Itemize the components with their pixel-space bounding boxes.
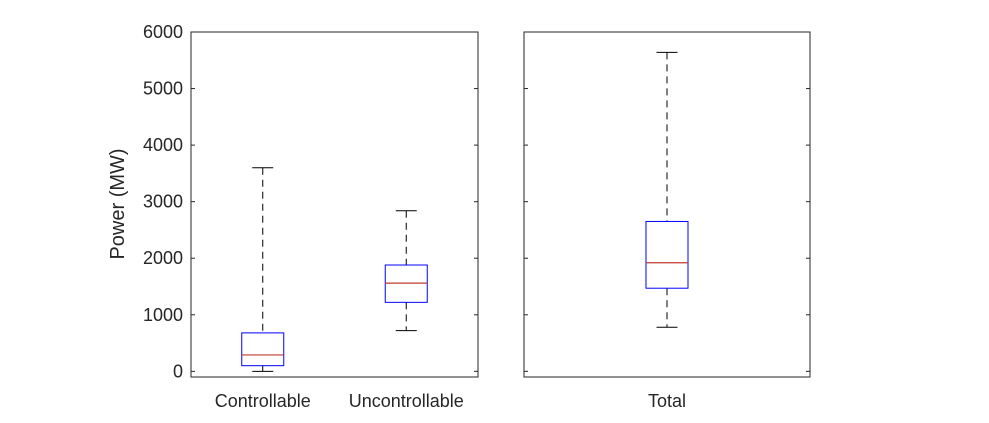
iqr-box	[645, 220, 689, 289]
iqr-box	[241, 332, 285, 367]
category-label: Total	[648, 391, 686, 411]
y-tick-label: 5000	[143, 79, 183, 99]
box-uncontrollable	[384, 210, 428, 332]
right-category-labels: Total	[648, 391, 686, 411]
left-panel: 0 1000 2000 3000 4000 5000 6000 Controllable Un…	[107, 22, 479, 411]
box-controllable	[241, 167, 285, 372]
y-tick-label: 2000	[143, 248, 183, 268]
category-label: Uncontrollable	[349, 391, 464, 411]
y-tick-label: 6000	[143, 22, 183, 42]
left-plot-frame	[190, 31, 479, 378]
y-tick-label: 1000	[143, 305, 183, 325]
left-boxes	[241, 167, 428, 372]
y-tick-label: 3000	[143, 192, 183, 212]
right-boxes	[645, 51, 689, 328]
box-total	[645, 51, 689, 328]
y-tick-label: 4000	[143, 135, 183, 155]
left-category-labels: Controllable Uncontrollable	[215, 391, 464, 411]
right-panel: Total	[523, 31, 811, 411]
left-y-axis: 0 1000 2000 3000 4000 5000 6000	[143, 22, 478, 381]
right-plot-frame	[523, 31, 811, 378]
category-label: Controllable	[215, 391, 311, 411]
y-tick-label: 0	[173, 361, 183, 381]
right-y-axis-ticks	[524, 31, 810, 372]
y-axis-label: Power (MW)	[107, 148, 129, 259]
